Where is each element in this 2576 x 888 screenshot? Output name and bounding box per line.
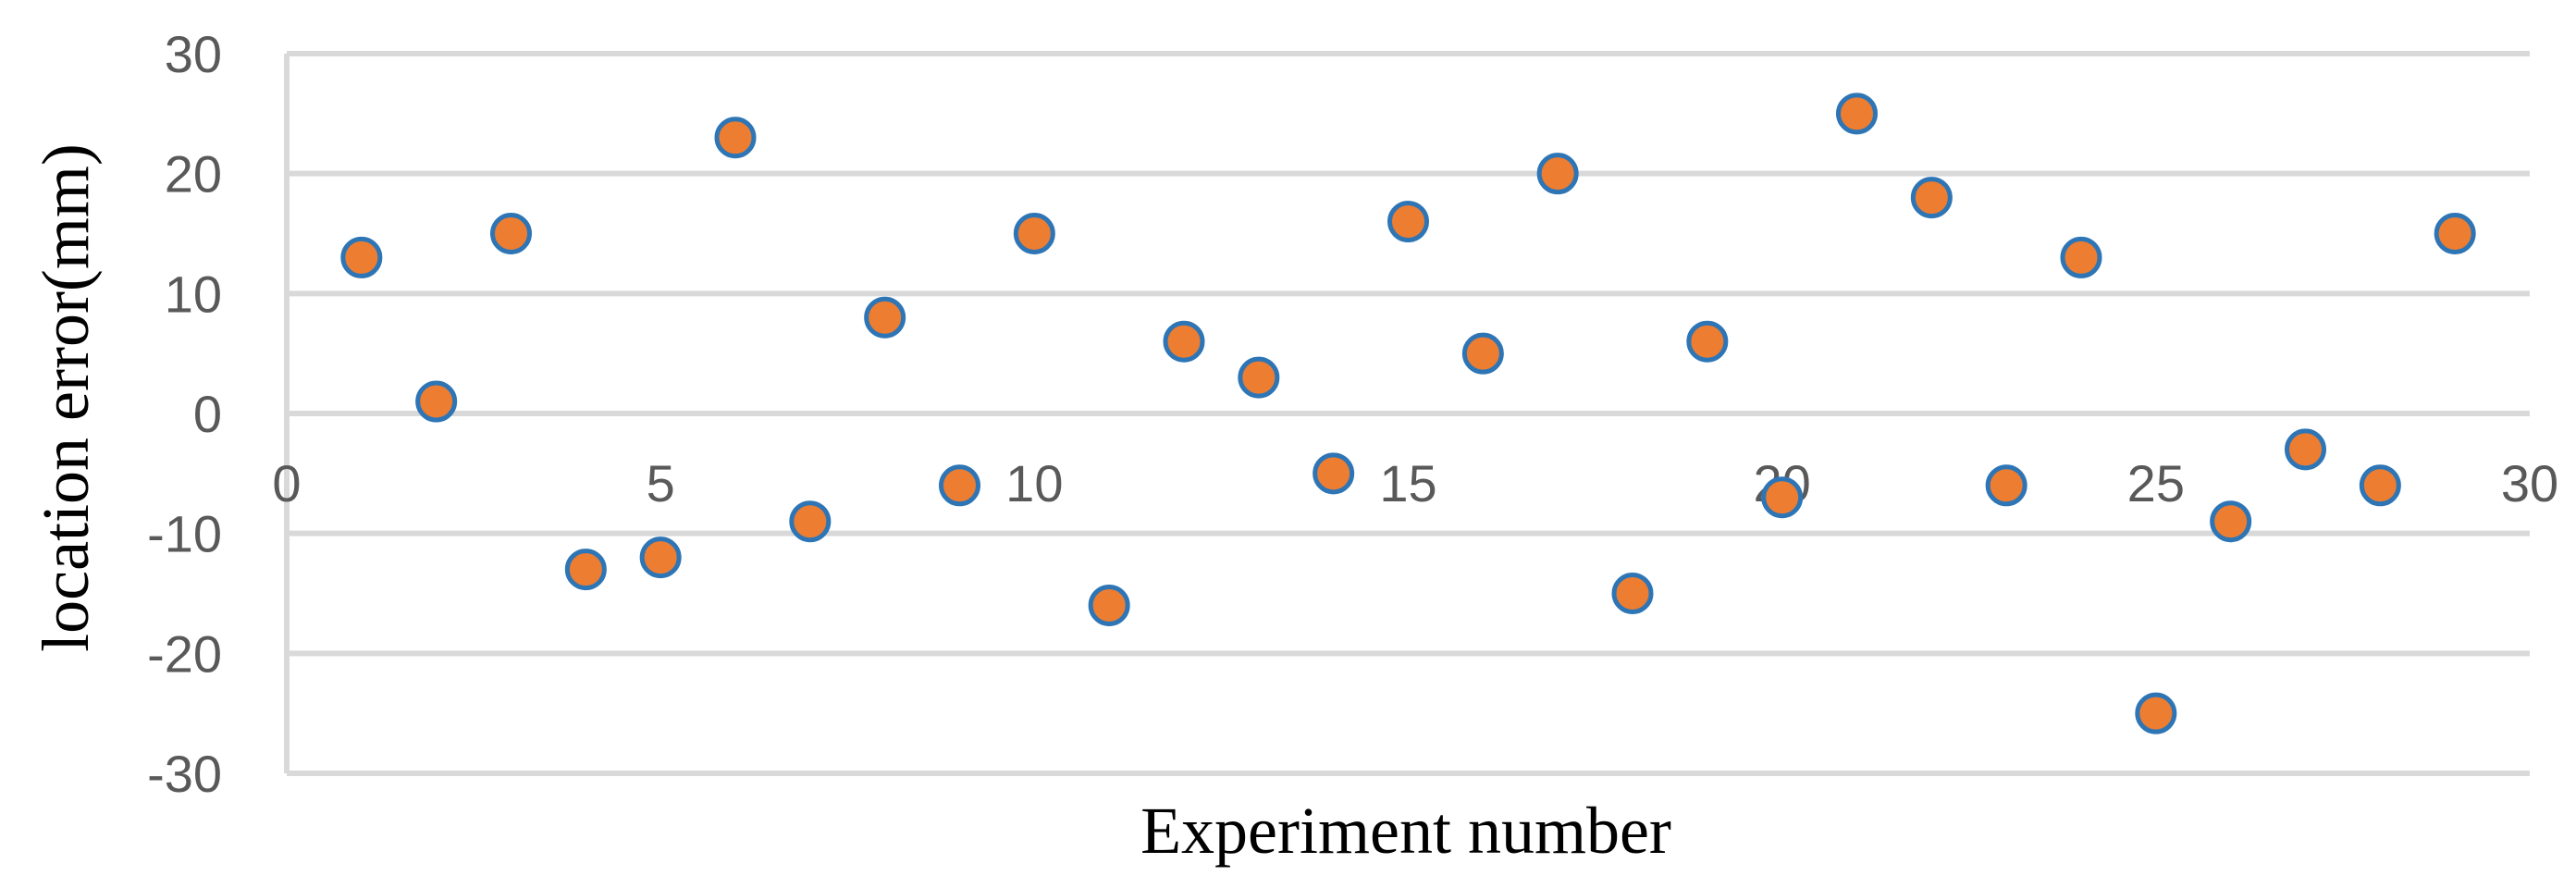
data-point bbox=[490, 213, 532, 254]
x-tick-label: 15 bbox=[1379, 454, 1436, 512]
data-point bbox=[2135, 692, 2177, 734]
data-point bbox=[1163, 320, 1205, 363]
data-point bbox=[639, 536, 682, 579]
data-point bbox=[1313, 452, 1355, 495]
data-point bbox=[864, 296, 906, 339]
x-axis-title: Experiment number bbox=[1140, 794, 1671, 868]
data-point bbox=[1088, 584, 1130, 626]
y-tick-label: -20 bbox=[147, 624, 222, 683]
data-point bbox=[1238, 356, 1280, 399]
data-point bbox=[2359, 464, 2401, 507]
data-point bbox=[1013, 213, 1055, 254]
y-tick-label: -30 bbox=[147, 745, 222, 803]
data-point bbox=[714, 117, 757, 159]
y-tick-label: -10 bbox=[147, 505, 222, 563]
y-tick-label: 0 bbox=[193, 385, 222, 443]
y-tick-label: 10 bbox=[165, 265, 222, 323]
data-point bbox=[1910, 177, 1953, 219]
data-point bbox=[1536, 153, 1579, 195]
gridlines bbox=[284, 51, 2530, 776]
data-point bbox=[2285, 428, 2326, 471]
data-point bbox=[1387, 201, 1429, 243]
x-tick-label: 30 bbox=[2501, 454, 2558, 512]
y-axis-title: location error(mm) bbox=[29, 143, 103, 652]
data-point bbox=[2434, 213, 2476, 254]
data-point bbox=[1686, 320, 1729, 363]
x-tick-label: 5 bbox=[647, 454, 675, 512]
x-tick-label: 25 bbox=[2127, 454, 2185, 512]
data-points bbox=[340, 92, 2476, 734]
x-tick-labels: 051015202530 bbox=[272, 454, 2558, 512]
data-point bbox=[1611, 573, 1654, 614]
data-point bbox=[939, 464, 980, 507]
data-point bbox=[1461, 332, 1504, 375]
data-point bbox=[789, 500, 832, 543]
data-point bbox=[1836, 92, 1878, 135]
data-point bbox=[564, 549, 607, 591]
y-tick-label: 20 bbox=[165, 145, 222, 204]
y-tick-labels: -30 -20 -10 0 10 20 30 bbox=[147, 25, 222, 803]
x-tick-label: 0 bbox=[272, 454, 301, 512]
y-tick-label: 30 bbox=[165, 25, 222, 83]
data-point bbox=[1985, 464, 2028, 507]
data-point bbox=[2060, 236, 2102, 278]
data-point bbox=[1761, 476, 1804, 519]
data-point bbox=[340, 236, 383, 278]
data-point bbox=[415, 380, 458, 423]
x-tick-label: 10 bbox=[1005, 454, 1063, 512]
data-point bbox=[2210, 500, 2252, 543]
